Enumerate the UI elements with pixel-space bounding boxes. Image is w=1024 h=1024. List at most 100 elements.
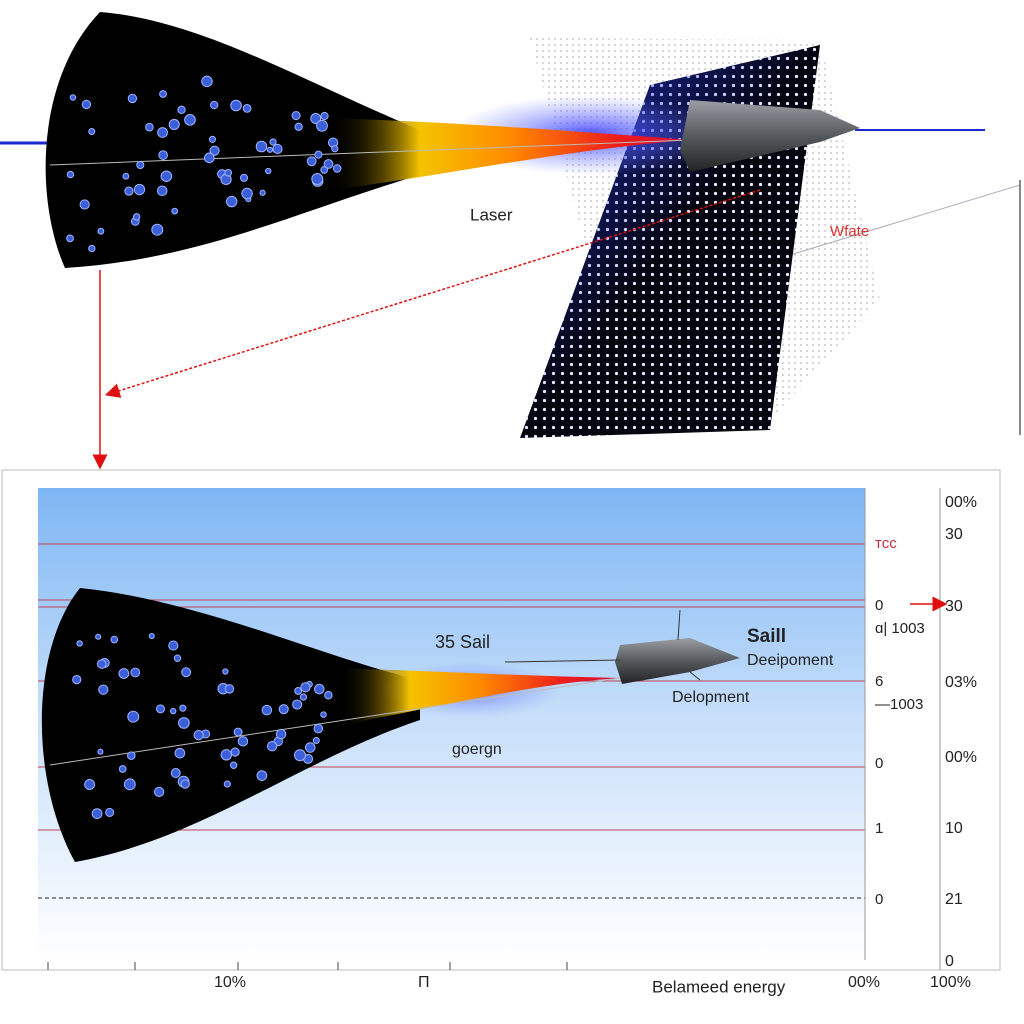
center-line bbox=[49, 139, 691, 166]
outer-axis-label: 10 bbox=[945, 820, 963, 837]
particle bbox=[118, 668, 130, 679]
outer-axis-label: 30 bbox=[945, 598, 963, 615]
particle bbox=[312, 736, 320, 745]
particle bbox=[97, 748, 104, 755]
particle bbox=[314, 150, 323, 159]
particle bbox=[241, 187, 253, 200]
inner-axis-label: 1 bbox=[875, 820, 883, 837]
particle bbox=[240, 173, 249, 182]
particle bbox=[184, 114, 196, 126]
center-line bbox=[49, 677, 621, 766]
beam-label: Laser bbox=[470, 205, 513, 224]
inner-axis-label: 6 bbox=[875, 673, 883, 690]
particle bbox=[294, 749, 306, 762]
particle bbox=[136, 160, 145, 170]
particle bbox=[178, 717, 190, 729]
particle bbox=[320, 711, 327, 718]
particle bbox=[225, 195, 238, 208]
particle bbox=[96, 659, 107, 669]
particle bbox=[158, 150, 168, 160]
leader-line bbox=[677, 609, 681, 641]
laser-beam bbox=[340, 668, 620, 725]
energy-label: Belameed energy bbox=[652, 977, 786, 996]
particle bbox=[168, 118, 180, 130]
laser-beam bbox=[330, 118, 690, 190]
particle bbox=[98, 684, 109, 695]
particle bbox=[151, 223, 164, 236]
particle bbox=[126, 751, 136, 760]
particle bbox=[88, 128, 96, 135]
leader-line bbox=[504, 659, 621, 663]
particle bbox=[265, 167, 272, 175]
particle bbox=[272, 143, 283, 154]
particle bbox=[153, 786, 165, 798]
guide-line bbox=[789, 184, 1021, 256]
particle bbox=[324, 691, 333, 700]
particle bbox=[278, 704, 289, 715]
particle bbox=[81, 99, 92, 110]
particle bbox=[105, 807, 115, 817]
sail-label: 35 Sail bbox=[435, 632, 490, 652]
particle bbox=[222, 668, 229, 675]
particle bbox=[223, 780, 231, 788]
particle bbox=[220, 749, 232, 761]
x-label: 10% bbox=[214, 974, 246, 991]
inner-axis-label: 0 bbox=[875, 597, 883, 614]
particle bbox=[88, 244, 96, 253]
particle bbox=[160, 170, 173, 182]
particle bbox=[224, 168, 233, 177]
particle bbox=[233, 727, 243, 737]
outer-axis-label: 0 bbox=[945, 953, 954, 970]
inner-axis-label: ɑ| 1003 bbox=[875, 620, 925, 637]
particle bbox=[316, 119, 328, 132]
particle-cloud bbox=[41, 588, 421, 862]
particle bbox=[230, 99, 242, 112]
funnel-label: goergn bbox=[452, 741, 502, 758]
particle bbox=[168, 640, 179, 651]
outer-axis-label: 03% bbox=[945, 674, 977, 691]
particle bbox=[323, 159, 334, 169]
particle bbox=[127, 710, 140, 723]
particle bbox=[304, 742, 316, 753]
arrow bbox=[104, 189, 761, 398]
particle bbox=[130, 667, 141, 678]
particle bbox=[203, 152, 215, 164]
particle bbox=[156, 185, 168, 196]
particle bbox=[300, 682, 311, 693]
particle bbox=[332, 164, 342, 173]
x-label: 00% bbox=[848, 974, 880, 991]
particle bbox=[320, 166, 328, 174]
particle bbox=[313, 723, 324, 734]
particle bbox=[261, 704, 273, 716]
particle bbox=[294, 686, 303, 695]
particle bbox=[145, 122, 154, 132]
particle bbox=[314, 683, 325, 695]
particle bbox=[157, 127, 168, 138]
particle bbox=[179, 704, 187, 712]
particle bbox=[310, 113, 322, 124]
particle bbox=[306, 156, 317, 167]
sail-title: Saill bbox=[747, 626, 786, 647]
particle bbox=[133, 183, 146, 196]
particle bbox=[208, 135, 217, 143]
particle bbox=[201, 75, 213, 88]
x-label: 100% bbox=[930, 974, 971, 991]
ship-label: Delopment bbox=[672, 689, 750, 706]
panel-frame bbox=[1, 469, 1001, 971]
x-ticks bbox=[47, 962, 568, 970]
particle bbox=[266, 146, 274, 153]
particle bbox=[95, 633, 102, 640]
inner-axis-label: тсс bbox=[875, 535, 897, 552]
particle bbox=[97, 227, 105, 235]
particle bbox=[170, 768, 181, 779]
particle bbox=[173, 654, 182, 662]
particle bbox=[174, 747, 186, 759]
particle bbox=[72, 674, 82, 685]
outer-axis-label: 30 bbox=[945, 526, 963, 543]
sail-subtitle: Deeipoment bbox=[747, 652, 834, 669]
spacecraft bbox=[615, 638, 740, 684]
particle bbox=[84, 778, 96, 790]
particle bbox=[66, 170, 75, 179]
side-label: Wfate bbox=[830, 223, 869, 240]
